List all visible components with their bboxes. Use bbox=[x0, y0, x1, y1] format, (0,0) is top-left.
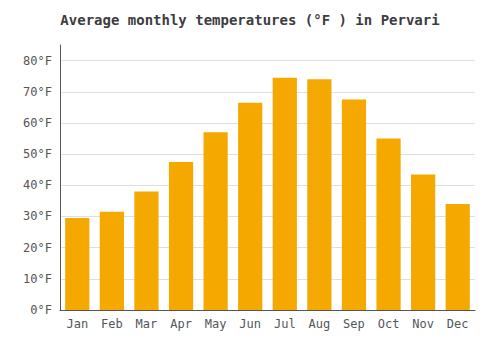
svg-text:20°F: 20°F bbox=[23, 241, 52, 255]
svg-text:Sep: Sep bbox=[343, 317, 365, 331]
svg-text:60°F: 60°F bbox=[23, 116, 52, 130]
svg-text:May: May bbox=[205, 317, 227, 331]
svg-text:Oct: Oct bbox=[378, 317, 400, 331]
svg-text:80°F: 80°F bbox=[23, 54, 52, 68]
svg-text:Dec: Dec bbox=[447, 317, 469, 331]
svg-text:40°F: 40°F bbox=[23, 178, 52, 192]
svg-text:0°F: 0°F bbox=[30, 303, 52, 317]
svg-text:Average monthly temperatures (: Average monthly temperatures (°F ) in Pe… bbox=[60, 12, 439, 28]
svg-text:Nov: Nov bbox=[412, 317, 434, 331]
svg-text:Jun: Jun bbox=[239, 317, 261, 331]
svg-text:10°F: 10°F bbox=[23, 272, 52, 286]
svg-text:30°F: 30°F bbox=[23, 209, 52, 223]
svg-text:70°F: 70°F bbox=[23, 85, 52, 99]
svg-text:Mar: Mar bbox=[136, 317, 158, 331]
svg-text:Aug: Aug bbox=[309, 317, 331, 331]
svg-text:Jan: Jan bbox=[66, 317, 88, 331]
svg-text:Feb: Feb bbox=[101, 317, 123, 331]
svg-text:Jul: Jul bbox=[274, 317, 296, 331]
svg-text:Apr: Apr bbox=[170, 317, 192, 331]
svg-text:50°F: 50°F bbox=[23, 147, 52, 161]
